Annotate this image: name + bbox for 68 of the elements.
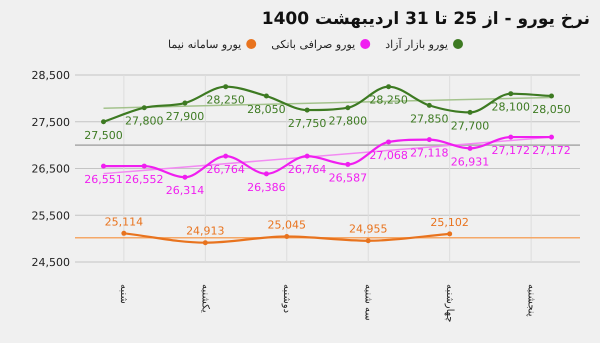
point <box>386 139 392 144</box>
data-label: 28,050 <box>247 103 286 116</box>
x-tick-label: سه شنبه <box>362 284 374 321</box>
y-tick-label: 27,500 <box>32 116 70 129</box>
data-label: 27,500 <box>84 128 123 142</box>
data-label: 24,913 <box>186 224 225 238</box>
data-label: 26,551 <box>84 173 123 186</box>
point <box>304 108 310 113</box>
data-label: 27,900 <box>166 110 204 124</box>
data-label: 27,068 <box>369 148 408 162</box>
point <box>182 174 188 180</box>
data-label: 24,955 <box>348 222 388 236</box>
data-label: 28,050 <box>532 103 571 116</box>
point <box>142 105 147 110</box>
point <box>345 105 350 110</box>
data-label: 25,045 <box>268 218 306 232</box>
data-label: 25,114 <box>104 215 144 228</box>
point <box>426 102 432 108</box>
point <box>101 119 106 124</box>
point <box>264 94 269 99</box>
point <box>508 91 514 96</box>
y-tick-label: 25,500 <box>32 209 70 222</box>
data-label: 26,931 <box>450 155 490 168</box>
point <box>223 154 228 159</box>
point <box>426 137 432 142</box>
point <box>386 84 392 90</box>
data-label: 26,314 <box>166 184 204 198</box>
y-tick-label: 24,500 <box>32 256 70 269</box>
data-label: 28,100 <box>492 100 530 114</box>
point <box>101 164 106 169</box>
data-label: 26,764 <box>206 163 245 176</box>
data-label: 28,250 <box>206 94 245 107</box>
point <box>223 84 228 90</box>
point <box>304 154 310 159</box>
legend-label: یورو سامانه نیما <box>168 38 242 51</box>
data-label: 27,800 <box>124 114 164 128</box>
data-label: 27,118 <box>410 146 449 160</box>
legend-label: یورو بازار آزاد <box>385 37 448 51</box>
data-label: 27,172 <box>532 144 571 158</box>
point <box>142 164 147 169</box>
point <box>182 100 188 106</box>
point <box>345 162 350 167</box>
y-tick-label: 28,500 <box>32 69 70 82</box>
data-label: 26,386 <box>247 180 286 194</box>
data-label: 25,102 <box>430 216 469 229</box>
x-tick-label: دوشنبه <box>281 284 292 314</box>
point <box>548 134 554 140</box>
data-label: 26,764 <box>288 163 326 176</box>
point <box>548 94 554 99</box>
data-label: 28,250 <box>369 94 408 107</box>
point <box>508 134 514 140</box>
y-tick-label: 26,500 <box>32 162 70 176</box>
x-tick-label: چهارشنبه <box>444 284 455 322</box>
data-label: 27,850 <box>410 112 449 126</box>
point <box>468 146 473 151</box>
x-tick-label: پنجشنبه <box>525 284 536 317</box>
data-label: 27,700 <box>450 119 490 132</box>
x-tick-label: شنبه <box>118 284 130 304</box>
data-label: 26,552 <box>124 173 164 186</box>
data-label: 27,800 <box>328 114 368 128</box>
point <box>264 171 269 176</box>
data-label: 27,750 <box>288 117 326 130</box>
chart-title: نرخ یورو - از 25 تا 31 اردیبهشت 1400 <box>262 9 590 29</box>
legend-label: یورو صرافی بانکی <box>271 38 356 51</box>
data-label: 27,172 <box>492 144 530 158</box>
x-tick-label: یکشنبه <box>200 284 211 313</box>
point <box>468 110 473 115</box>
data-label: 26,587 <box>328 171 368 184</box>
